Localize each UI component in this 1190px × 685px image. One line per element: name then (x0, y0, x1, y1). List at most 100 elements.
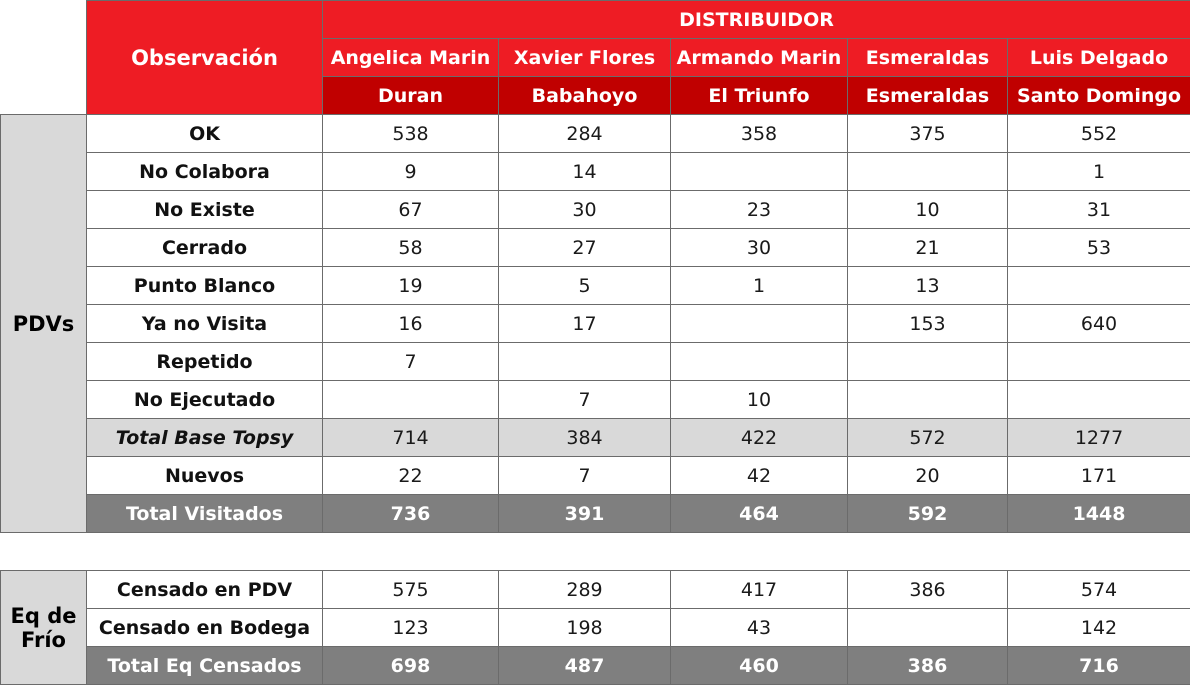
value-cell: 1 (1006, 152, 1190, 191)
value-cell: 289 (498, 570, 671, 609)
row-label: Total Visitados (86, 494, 323, 533)
value-cell: 574 (1007, 570, 1190, 609)
row-label: Punto Blanco (86, 266, 323, 305)
table-row: Total Base Topsy 714 384 422 572 1277 (1, 418, 1190, 457)
value-cell: 22 (322, 456, 499, 495)
row-label: Repetido (86, 342, 323, 381)
value-cell (847, 608, 1008, 647)
row-label: No Ejecutado (86, 380, 323, 419)
value-cell: 714 (322, 418, 499, 457)
table-row: Censado en Bodega 123 198 43 142 (1, 608, 1190, 647)
row-label: Total Base Topsy (86, 418, 323, 457)
value-cell: 23 (670, 190, 848, 229)
value-cell (670, 304, 848, 343)
value-cell: 30 (498, 190, 671, 229)
value-cell: 43 (670, 608, 848, 647)
value-cell: 7 (498, 456, 671, 495)
value-cell: 27 (498, 228, 671, 267)
distributor-city: El Triunfo (670, 76, 848, 115)
value-cell: 9 (322, 152, 499, 191)
row-label: Total Eq Censados (86, 646, 323, 685)
value-cell: 386 (847, 646, 1008, 685)
value-cell: 16 (322, 304, 499, 343)
value-cell: 198 (498, 608, 671, 647)
value-cell (847, 342, 1008, 381)
table-row: Total Visitados 736 391 464 592 1448 (1, 494, 1190, 533)
value-cell: 384 (498, 418, 671, 457)
value-cell: 358 (670, 114, 848, 153)
value-cell: 142 (1007, 608, 1190, 647)
distributor-name: Esmeraldas (847, 38, 1008, 77)
distributor-name: Luis Delgado (1006, 38, 1190, 77)
value-cell (322, 380, 499, 419)
value-cell (1006, 266, 1190, 305)
value-cell: 67 (322, 190, 499, 229)
value-cell: 572 (847, 418, 1008, 457)
table-row: Punto Blanco 19 5 1 13 (1, 266, 1190, 305)
value-cell (670, 152, 848, 191)
distributor-name: Xavier Flores (498, 38, 671, 77)
value-cell: 20 (847, 456, 1008, 495)
pdv-side-label: PDVs (0, 114, 87, 533)
value-cell: 592 (847, 494, 1008, 533)
pdv-summary-table: Observación DISTRIBUIDOR Angelica Marin … (0, 0, 1190, 533)
value-cell: 716 (1007, 646, 1190, 685)
value-cell: 58 (322, 228, 499, 267)
observation-header: Observación (86, 0, 323, 115)
distributor-city: Esmeraldas (847, 76, 1008, 115)
value-cell (1006, 342, 1190, 381)
table-row: PDVs OK 538 284 358 375 552 (0, 114, 1190, 533)
value-cell: 53 (1006, 228, 1190, 267)
value-cell: 575 (322, 570, 499, 609)
value-cell (1006, 380, 1190, 419)
table-row: Nuevos 22 7 42 20 171 (1, 456, 1190, 495)
table-row: Eq de Frío Censado en PDV 575 289 417 386 574 (0, 570, 1190, 685)
value-cell: 375 (847, 114, 1008, 153)
value-cell: 464 (670, 494, 848, 533)
table-row: Repetido 7 (1, 342, 1190, 381)
value-cell: 13 (847, 266, 1008, 305)
value-cell: 417 (670, 570, 848, 609)
table-row: No Existe 67 30 23 10 31 (1, 190, 1190, 229)
value-cell: 10 (847, 190, 1008, 229)
value-cell: 460 (670, 646, 848, 685)
value-cell: 30 (670, 228, 848, 267)
distributor-name: Angelica Marin (322, 38, 499, 77)
row-label: OK (86, 114, 323, 153)
value-cell: 171 (1006, 456, 1190, 495)
frio-side-label-line2: Frío (21, 627, 66, 652)
table-row: Cerrado 58 27 30 21 53 (1, 228, 1190, 267)
table-row: Total Eq Censados 698 487 460 386 716 (1, 646, 1190, 685)
row-label: Censado en Bodega (86, 608, 323, 647)
value-cell: 552 (1006, 114, 1190, 153)
row-label: Censado en PDV (86, 570, 323, 609)
distributor-city: Babahoyo (498, 76, 671, 115)
value-cell: 42 (670, 456, 848, 495)
row-label: No Existe (86, 190, 323, 229)
table-row: No Ejecutado 7 10 (1, 380, 1190, 419)
table-row: No Colabora 9 14 1 (1, 152, 1190, 191)
value-cell: 422 (670, 418, 848, 457)
value-cell: 153 (847, 304, 1008, 343)
cold-equipment-table: Eq de Frío Censado en PDV 575 289 417 386 574 Ce… (0, 570, 1190, 685)
distributor-name: Armando Marin (670, 38, 848, 77)
distributor-city: Santo Domingo (1006, 76, 1190, 115)
table-row: Ya no Visita 16 17 153 640 (1, 304, 1190, 343)
value-cell: 17 (498, 304, 671, 343)
value-cell: 7 (498, 380, 671, 419)
value-cell: 5 (498, 266, 671, 305)
value-cell (670, 342, 848, 381)
value-cell: 10 (670, 380, 848, 419)
value-cell: 1277 (1006, 418, 1190, 457)
value-cell: 386 (847, 570, 1008, 609)
value-cell (498, 342, 671, 381)
value-cell (847, 152, 1008, 191)
row-label: Cerrado (86, 228, 323, 267)
value-cell: 391 (498, 494, 671, 533)
corner-blank (0, 0, 87, 115)
value-cell: 698 (322, 646, 499, 685)
value-cell: 487 (498, 646, 671, 685)
value-cell: 538 (322, 114, 499, 153)
value-cell: 640 (1006, 304, 1190, 343)
value-cell: 736 (322, 494, 499, 533)
